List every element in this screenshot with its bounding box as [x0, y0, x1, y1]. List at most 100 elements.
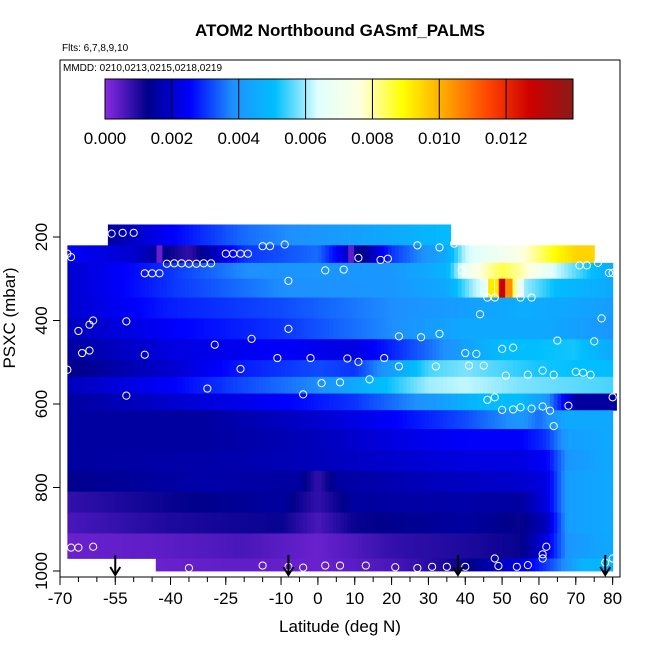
heat-cell	[527, 429, 533, 451]
heat-cell	[428, 297, 433, 319]
heat-cell	[126, 449, 131, 472]
heat-cell	[196, 533, 201, 559]
heat-cell	[292, 318, 297, 340]
heat-cell	[273, 339, 278, 361]
heat-cell	[424, 297, 430, 319]
heat-cell	[225, 297, 231, 319]
heat-cell	[111, 429, 116, 451]
heat-cell	[303, 339, 308, 361]
heat-cell	[402, 297, 407, 319]
heat-cell	[347, 491, 352, 513]
heat-cell	[546, 360, 551, 378]
heat-cell	[520, 449, 525, 472]
heat-cell	[166, 245, 172, 264]
heat-cell	[575, 558, 581, 572]
heat-cell	[527, 262, 533, 280]
heat-cell	[524, 410, 529, 430]
heat-cell	[516, 491, 522, 513]
heat-cell	[152, 429, 157, 451]
heat-cell	[196, 558, 201, 572]
heat-cell	[476, 297, 481, 319]
heat-cell	[251, 245, 256, 264]
heat-cell	[299, 339, 304, 361]
sample-marker	[538, 550, 547, 559]
heat-cell	[417, 339, 422, 361]
heat-cell	[561, 410, 566, 430]
heat-cell	[126, 429, 131, 451]
heat-cell	[233, 558, 238, 572]
heat-cell	[516, 262, 522, 280]
heat-cell	[85, 297, 91, 319]
heat-cell	[498, 297, 503, 319]
heat-cell	[185, 224, 190, 246]
heat-cell	[550, 297, 555, 319]
heat-cell	[505, 429, 511, 451]
heat-cell	[579, 393, 584, 411]
heat-cell	[281, 491, 286, 513]
heat-cell	[284, 429, 290, 451]
heat-cell	[270, 245, 275, 264]
heat-cell	[365, 491, 371, 513]
heat-cell	[594, 393, 599, 411]
heat-cell	[491, 376, 496, 394]
heat-cell	[214, 410, 220, 430]
heat-cell	[284, 278, 290, 298]
heat-cell	[111, 262, 116, 280]
heat-cell	[413, 224, 418, 246]
heat-cell	[321, 262, 326, 280]
heat-cell	[351, 491, 356, 513]
heat-cell	[461, 558, 466, 572]
heat-cell	[550, 318, 555, 340]
heat-cell	[583, 393, 588, 411]
heat-cell	[299, 410, 304, 430]
heat-cell	[82, 410, 87, 430]
heat-cell	[288, 376, 293, 394]
heat-cell	[513, 449, 518, 472]
heat-cell	[247, 512, 253, 534]
heat-cell	[100, 449, 105, 472]
heat-cell	[505, 470, 511, 493]
heat-cell	[354, 297, 360, 319]
heat-cell	[494, 376, 500, 394]
heat-cell	[273, 278, 278, 298]
heat-cell	[516, 429, 522, 451]
heat-cell	[177, 278, 183, 298]
heat-cell	[211, 470, 216, 493]
heat-cell	[251, 491, 256, 513]
heat-cell	[406, 339, 411, 361]
heat-cell	[380, 262, 385, 280]
heat-cell	[380, 410, 385, 430]
heat-cell	[174, 318, 179, 340]
heat-cell	[207, 297, 212, 319]
heat-cell	[457, 297, 463, 319]
heat-cell	[170, 558, 175, 572]
heat-cell	[82, 470, 87, 493]
heat-cell	[181, 512, 186, 534]
heat-cell	[362, 318, 367, 340]
heat-cell	[446, 470, 452, 493]
heat-cell	[233, 491, 238, 513]
heat-cell	[71, 512, 76, 534]
heat-cell	[446, 262, 452, 280]
heat-cell	[509, 449, 514, 472]
heat-cell	[247, 491, 253, 513]
heat-cell	[325, 410, 330, 430]
heat-cell	[568, 449, 573, 472]
heat-cell	[527, 339, 533, 361]
heat-cell	[314, 470, 319, 493]
heat-cell	[82, 318, 87, 340]
heat-cell	[196, 262, 201, 280]
sample-marker	[66, 252, 76, 262]
heat-cell	[398, 245, 404, 264]
heat-cell	[188, 449, 194, 472]
heat-cell	[597, 278, 603, 298]
heat-cell	[568, 339, 573, 361]
heat-cell	[314, 393, 319, 411]
heat-cell	[181, 558, 186, 572]
heat-cell	[74, 410, 80, 430]
heat-cell	[347, 376, 352, 394]
heat-cell	[546, 491, 551, 513]
heat-cell	[192, 512, 197, 534]
heat-cell	[498, 376, 503, 394]
heat-cell	[509, 393, 514, 411]
